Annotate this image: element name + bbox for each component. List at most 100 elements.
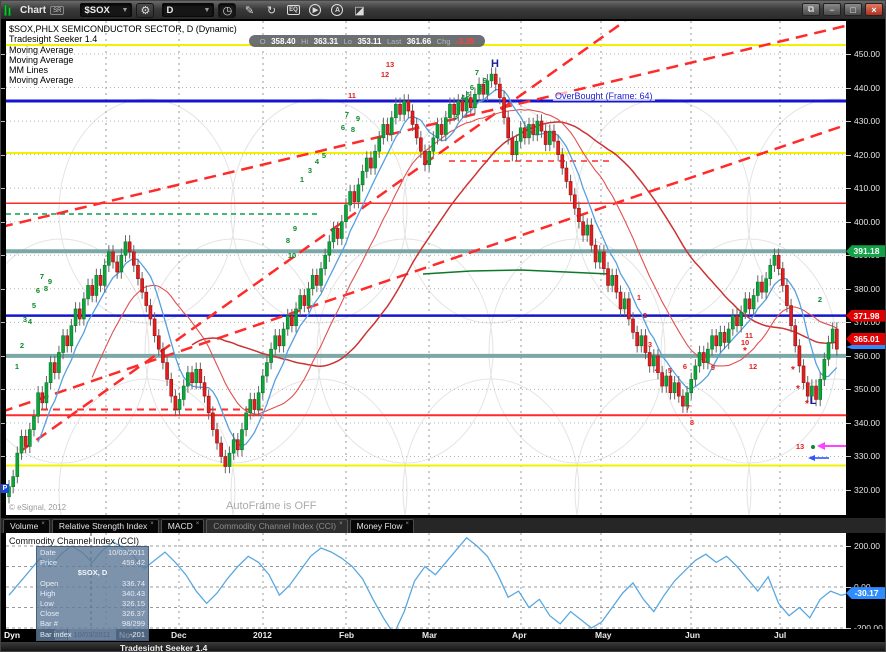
tooltip-value: 10/03/2011 bbox=[108, 548, 145, 557]
chevron-down-icon[interactable]: ▼ bbox=[203, 6, 211, 14]
tab-volume[interactable]: Volume × bbox=[3, 519, 50, 533]
symbol-link-badge[interactable]: SR bbox=[50, 5, 65, 15]
tooltip-value: 336.74 bbox=[122, 578, 145, 588]
svg-text:3: 3 bbox=[454, 112, 458, 121]
price-axis[interactable]: 450.00440.00430.00420.00410.00400.00390.… bbox=[846, 19, 885, 633]
month-label: 2012 bbox=[253, 630, 272, 640]
svg-text:3: 3 bbox=[648, 340, 652, 349]
a-icon: A bbox=[331, 4, 344, 16]
panel-divider bbox=[1, 515, 885, 518]
svg-text:3: 3 bbox=[308, 166, 312, 175]
ohlc-open-value: 358.40 bbox=[271, 36, 296, 46]
chevron-down-icon[interactable]: ▼ bbox=[121, 6, 129, 14]
svg-text:7: 7 bbox=[345, 110, 349, 119]
tab-macd[interactable]: MACD × bbox=[160, 519, 205, 533]
axis-tick-label: 430.00 bbox=[854, 116, 880, 127]
svg-text:10: 10 bbox=[288, 251, 296, 260]
copyright-label: © eSignal, 2012 bbox=[9, 503, 67, 512]
month-label: Jun bbox=[685, 630, 701, 640]
tooltip-label: Low bbox=[40, 598, 54, 608]
tooltip-value: 340.43 bbox=[122, 588, 145, 598]
time-templates-button[interactable]: ◷ bbox=[218, 2, 237, 18]
ohlc-last-label: Last bbox=[387, 36, 402, 46]
svg-text:9: 9 bbox=[483, 76, 487, 85]
auto-button[interactable]: A bbox=[328, 3, 346, 18]
maximize-button[interactable]: □ bbox=[844, 3, 862, 16]
tooltip-label: Bar index bbox=[40, 629, 72, 639]
tooltip-value: -201 bbox=[129, 629, 145, 639]
close-icon[interactable]: × bbox=[41, 521, 45, 527]
svg-text:7: 7 bbox=[40, 272, 44, 281]
svg-text:2: 2 bbox=[818, 295, 822, 304]
svg-text:4: 4 bbox=[28, 317, 33, 326]
legend-ma2-line: Moving Average bbox=[9, 54, 74, 65]
symbol-lookup-button[interactable]: ⚙ bbox=[136, 2, 155, 18]
price-badge: 365.01 bbox=[846, 333, 885, 346]
restore-button[interactable]: ⧉ bbox=[802, 3, 820, 16]
svg-text:6: 6 bbox=[341, 123, 345, 132]
close-icon[interactable]: × bbox=[405, 521, 409, 527]
svg-text:2: 2 bbox=[20, 341, 24, 350]
svg-text:6: 6 bbox=[470, 83, 474, 92]
tab-cci[interactable]: Commodity Channel Index (CCI) × bbox=[206, 519, 348, 533]
autoframe-status: AutoFrame is OFF bbox=[226, 500, 317, 512]
symbol-combo[interactable]: $SOX ▼ bbox=[80, 3, 133, 17]
close-icon[interactable]: × bbox=[339, 521, 343, 527]
axis-tick-label: 0.00 bbox=[854, 582, 871, 592]
svg-text:5: 5 bbox=[32, 301, 36, 310]
tooltip-label: Close bbox=[40, 609, 60, 619]
month-label: Jul bbox=[774, 630, 787, 640]
close-icon[interactable]: × bbox=[195, 521, 200, 527]
svg-text:12: 12 bbox=[381, 70, 389, 79]
tab-rsi[interactable]: Relative Strength Index × bbox=[51, 519, 159, 533]
svg-text:*: * bbox=[743, 346, 747, 357]
refresh-button[interactable]: ↻ bbox=[266, 4, 277, 17]
dynamic-session-label: Dyn bbox=[4, 630, 21, 640]
close-button[interactable]: × bbox=[865, 3, 883, 16]
svg-text:8: 8 bbox=[479, 84, 483, 93]
svg-text:5: 5 bbox=[322, 151, 326, 160]
legend-symbol-line: $SOX,PHLX SEMICONDUCTOR SECTOR, D (Dynam… bbox=[9, 24, 237, 34]
ohlc-open-label: O bbox=[259, 36, 266, 46]
axis-tick-label: 450.00 bbox=[854, 49, 880, 59]
svg-text:H: H bbox=[491, 58, 499, 70]
cci-value-badge: -30.17 bbox=[846, 587, 885, 600]
play-button[interactable]: ▶ bbox=[306, 3, 324, 18]
close-icon[interactable]: × bbox=[150, 521, 154, 527]
svg-text:2: 2 bbox=[643, 311, 647, 320]
status-bar: Tradesight Seeker 1.4 bbox=[1, 641, 885, 651]
svg-text:*: * bbox=[796, 384, 800, 395]
price-marker-p: P bbox=[1, 484, 9, 493]
month-label: Mar bbox=[422, 630, 438, 640]
tab-moneyflow[interactable]: Money Flow × bbox=[349, 519, 414, 533]
axis-tick-label: -200.00 bbox=[854, 623, 883, 633]
ohlc-low-label: Lo bbox=[343, 36, 352, 46]
eraser-button[interactable]: ◪ bbox=[354, 4, 365, 17]
study-tabs-bar: Volume × Relative Strength Index × MACD × C… bbox=[1, 518, 885, 533]
minimize-button[interactable]: − bbox=[823, 3, 841, 16]
axis-tick-label: 440.00 bbox=[854, 82, 880, 93]
tooltip-symbol: $SOX, D bbox=[77, 568, 108, 578]
quote-board-button[interactable]: EQ bbox=[284, 3, 302, 18]
interval-combo[interactable]: D ▼ bbox=[162, 3, 215, 17]
svg-text:9: 9 bbox=[293, 224, 297, 233]
candles-group[interactable] bbox=[7, 67, 839, 504]
tooltip-value: 459.42 bbox=[122, 558, 145, 568]
draw-pencil-button[interactable]: ✎ bbox=[244, 4, 255, 17]
play-icon: ▶ bbox=[309, 4, 322, 16]
window-title: Chart bbox=[20, 4, 47, 16]
titlebar: Chart SR $SOX ▼ ⚙ D ▼ ◷ ✎ ↻ EQ ▶ A ◪ ⧉ −… bbox=[1, 1, 885, 19]
month-label: Feb bbox=[339, 630, 355, 640]
svg-text:9: 9 bbox=[356, 114, 360, 123]
svg-text:10: 10 bbox=[741, 338, 749, 347]
tooltip-label: Bar # bbox=[40, 619, 58, 629]
tooltip-label: Open bbox=[40, 578, 59, 588]
svg-text:4: 4 bbox=[315, 157, 320, 166]
ohlc-low-value: 353.11 bbox=[357, 36, 382, 46]
cursor-data-window[interactable]: Date 10/03/2011 Price 459.42 $SOX, D Open 336.… bbox=[36, 546, 149, 641]
tooltip-label: Price bbox=[40, 558, 58, 568]
left-scale-strip[interactable] bbox=[1, 19, 6, 641]
